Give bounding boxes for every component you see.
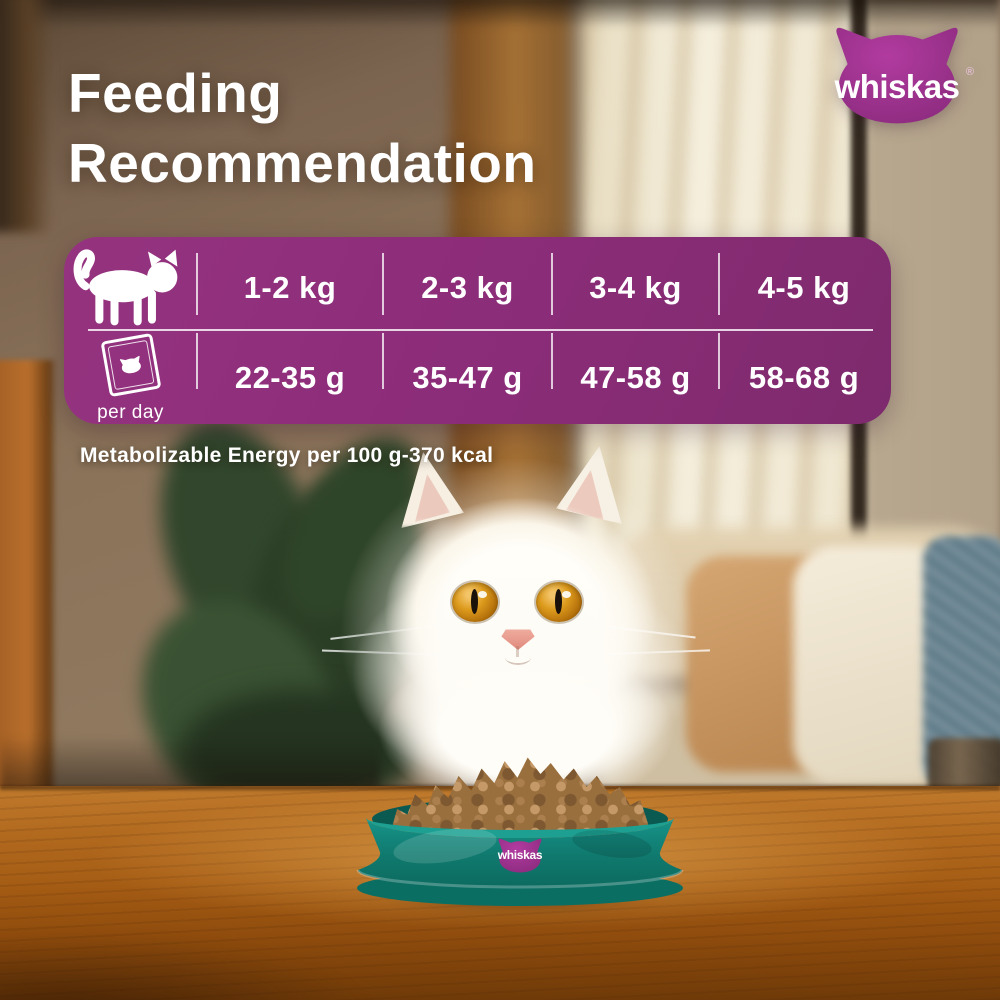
- amount-cell: 47-58 g: [551, 331, 719, 424]
- ceiling-shadow: [0, 0, 1000, 28]
- cat-left-eye: [452, 582, 498, 622]
- door-frame-top: [0, 0, 52, 232]
- whiskas-logo: whiskas ®: [818, 22, 976, 132]
- bowl-brand-logo: whiskas: [488, 836, 552, 884]
- table-shadow-left: [0, 905, 480, 1000]
- amount-cell: 22-35 g: [196, 331, 383, 424]
- weight-cell: 3-4 kg: [552, 237, 719, 330]
- weight-cell: 1-2 kg: [197, 237, 383, 330]
- amount-row-icon-cell: per day: [64, 331, 197, 424]
- cat-silhouette-icon: [73, 248, 177, 325]
- bowl-brand-wordmark: whiskas: [497, 848, 543, 862]
- amount-cell: 35-47 g: [382, 331, 552, 424]
- amount-cell: 58-68 g: [718, 331, 889, 424]
- title-line-2: Recommendation: [68, 132, 537, 195]
- feeding-table: 1-2 kg 2-3 kg 3-4 kg 4-5 kg per day 22-3…: [64, 237, 891, 424]
- brand-wordmark: whiskas: [834, 68, 960, 105]
- cat-mouth: [505, 650, 531, 665]
- cat-head-icon: [498, 838, 542, 873]
- table-edge-shadow: [0, 736, 380, 788]
- cat-head-glyph: [119, 355, 141, 373]
- food-pouch-icon: [100, 332, 161, 398]
- energy-footnote: Metabolizable Energy per 100 g-370 kcal: [80, 444, 494, 467]
- page-title: Feeding Recommendation: [68, 58, 536, 199]
- cat-right-eye: [536, 582, 582, 622]
- per-day-label: per day: [97, 402, 164, 423]
- amount-row: per day 22-35 g 35-47 g 47-58 g 58-68 g: [64, 331, 891, 424]
- title-line-1: Feeding: [68, 62, 283, 124]
- door-frame-left: [0, 360, 56, 800]
- weight-row: 1-2 kg 2-3 kg 3-4 kg 4-5 kg: [64, 237, 891, 330]
- weight-row-icon-cell: [64, 237, 197, 330]
- weight-cell: 4-5 kg: [719, 237, 889, 330]
- weight-cell: 2-3 kg: [383, 237, 552, 330]
- table-row-divider: [88, 329, 873, 331]
- cat-head-icon: [836, 27, 958, 124]
- registered-trademark: ®: [965, 66, 974, 78]
